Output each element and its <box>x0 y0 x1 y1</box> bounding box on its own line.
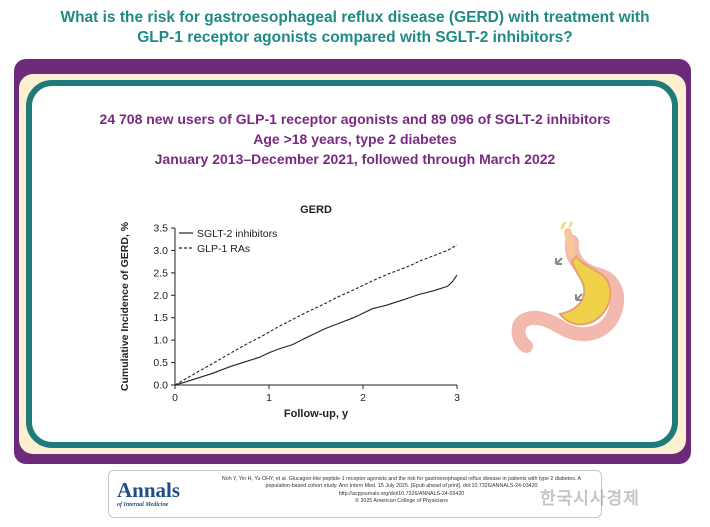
content-panel <box>26 80 678 448</box>
y-tick-label: 3.5 <box>153 223 168 235</box>
logo-main: Annals <box>117 478 181 502</box>
study-criteria: Age >18 years, type 2 diabetes <box>253 131 457 147</box>
citation-line-1: Noh Y, Yin H, Yu OHY, et al. Glucagon-li… <box>221 476 582 482</box>
citation-line-3: http://acpjournals.org/doi/10.7326/ANNAL… <box>338 490 465 497</box>
y-tick-label: 1.0 <box>153 335 168 347</box>
title-line-2: GLP-1 receptor agonists compared with SG… <box>137 29 573 46</box>
x-tick-label: 3 <box>454 392 460 404</box>
y-axis-label: Cumulative Incidence of GERD, % <box>119 221 131 391</box>
main-title: What is the risk for gastroesophageal re… <box>0 8 710 48</box>
y-tick-label: 3.0 <box>153 245 168 257</box>
x-tick-label: 1 <box>266 392 272 404</box>
y-tick-label: 0.0 <box>153 380 168 392</box>
journal-logo: Annals of Internal Medicine <box>117 479 180 509</box>
series-line-glp1 <box>174 244 458 386</box>
y-tick-label: 2.0 <box>153 290 168 302</box>
y-tick-label: 2.5 <box>153 267 168 279</box>
watermark: 한국시사경제 <box>540 489 640 508</box>
x-tick-label: 0 <box>172 392 178 404</box>
chart-title: GERD <box>300 204 332 216</box>
logo-sub: of Internal Medicine <box>117 502 169 508</box>
gerd-chart: GERD 0.0 0.5 1.0 1.5 2.0 2.5 3.0 3.5 0 1 2 3 Follow-u… <box>119 204 460 420</box>
study-population: 24 708 new users of GLP-1 receptor agoni… <box>99 111 611 127</box>
y-tick-label: 1.5 <box>153 312 168 324</box>
series-line-sglt2 <box>174 274 458 386</box>
citation-line-2: population-based cohort study. Ann Inter… <box>265 483 538 490</box>
x-axis-label: Follow-up, y <box>284 408 349 420</box>
y-tick-label: 0.5 <box>153 357 168 369</box>
legend-label: SGLT-2 inhibitors <box>197 228 277 240</box>
citation-line-4: © 2025 American College of Physicians <box>355 498 448 505</box>
citation-text: Noh Y, Yin H, Yu OHY, et al. Glucagon-li… <box>209 476 594 506</box>
legend-label: GLP-1 RAs <box>197 243 250 255</box>
title-line-1: What is the risk for gastroesophageal re… <box>60 9 650 26</box>
citation-footer: Annals of Internal Medicine Noh Y, Yin H… <box>108 470 602 518</box>
stomach-esophagus-icon <box>511 222 625 353</box>
x-tick-label: 2 <box>360 392 366 404</box>
study-period: January 2013–December 2021, followed thr… <box>154 151 556 167</box>
